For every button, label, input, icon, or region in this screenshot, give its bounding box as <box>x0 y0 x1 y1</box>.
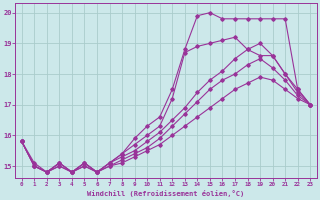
X-axis label: Windchill (Refroidissement éolien,°C): Windchill (Refroidissement éolien,°C) <box>87 190 244 197</box>
